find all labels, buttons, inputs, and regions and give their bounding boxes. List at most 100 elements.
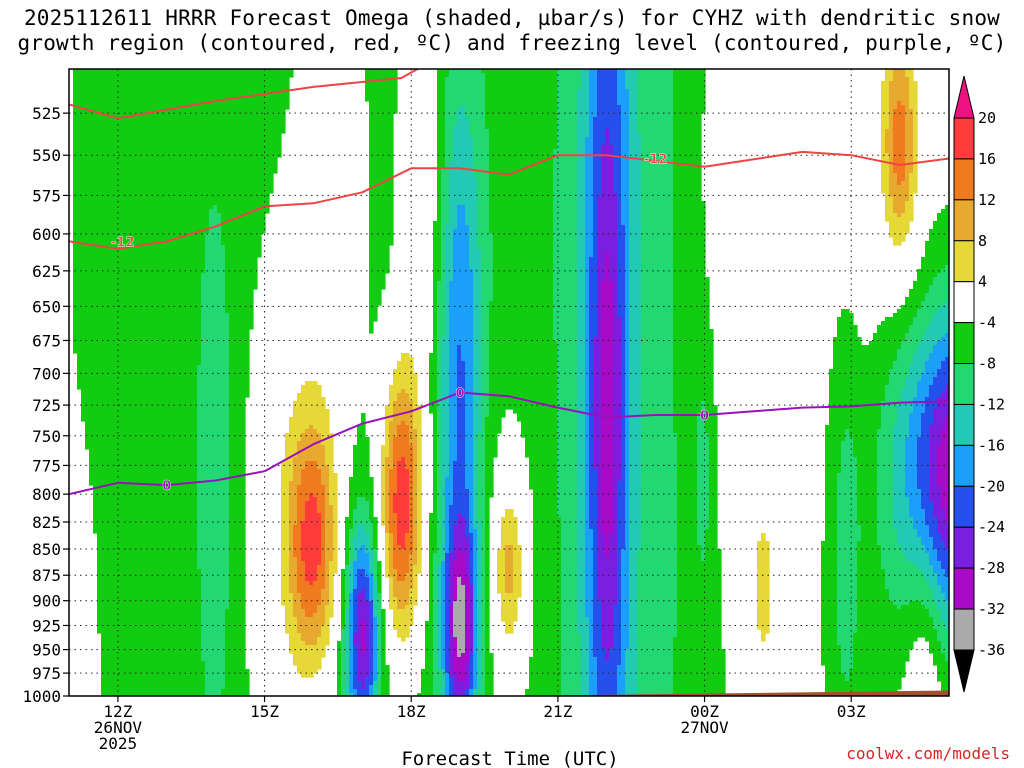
omega-cell	[505, 509, 514, 514]
omega-cell	[933, 225, 949, 230]
omega-cell	[205, 233, 222, 238]
omega-cell	[833, 337, 862, 342]
omega-cell	[593, 605, 602, 610]
omega-cell	[413, 509, 418, 514]
omega-cell	[585, 565, 594, 570]
omega-cell	[577, 421, 586, 426]
omega-cell	[825, 429, 846, 434]
omega-cell	[469, 513, 474, 518]
omega-cell	[449, 281, 474, 286]
omega-cell	[629, 393, 642, 398]
omega-cell	[281, 561, 290, 566]
omega-cell	[593, 465, 602, 470]
omega-cell	[609, 537, 618, 542]
omega-cell	[77, 357, 202, 362]
omega-cell	[305, 501, 318, 506]
omega-cell	[201, 637, 226, 642]
omega-cell	[485, 601, 490, 606]
omega-cell	[889, 221, 910, 226]
omega-cell	[321, 545, 326, 550]
omega-cell	[677, 597, 722, 602]
omega-cell	[349, 529, 358, 534]
omega-cell	[477, 489, 486, 494]
omega-cell	[281, 601, 294, 606]
omega-cell	[597, 285, 602, 290]
omega-cell	[825, 509, 838, 514]
omega-cell	[369, 113, 394, 118]
omega-cell	[885, 193, 890, 198]
omega-cell	[621, 125, 630, 130]
omega-cell	[641, 461, 678, 466]
omega-cell	[585, 553, 594, 558]
omega-cell	[533, 605, 562, 610]
omega-cell	[437, 405, 442, 410]
omega-cell	[757, 553, 770, 558]
omega-cell	[437, 89, 446, 94]
omega-cell	[597, 109, 622, 114]
omega-cell	[601, 325, 614, 330]
omega-cell	[413, 421, 422, 426]
omega-cell	[497, 569, 506, 574]
omega-cell	[409, 597, 418, 602]
omega-cell	[637, 613, 678, 618]
omega-cell	[393, 401, 414, 406]
omega-cell	[493, 281, 554, 286]
omega-cell	[881, 105, 890, 110]
omega-cell	[477, 593, 482, 598]
omega-cell	[477, 597, 482, 602]
omega-cell	[429, 557, 434, 562]
omega-cell	[453, 625, 466, 630]
omega-cell	[601, 405, 614, 410]
omega-cell	[437, 105, 446, 110]
omega-cell	[417, 445, 422, 450]
omega-cell	[433, 613, 438, 618]
omega-cell	[409, 565, 414, 570]
omega-cell	[485, 425, 502, 430]
omega-cell	[605, 553, 610, 558]
omega-cell	[357, 613, 370, 618]
omega-cell	[389, 477, 398, 482]
omega-cell	[73, 289, 202, 294]
omega-cell	[373, 637, 378, 642]
omega-cell	[381, 465, 386, 470]
omega-cell	[445, 113, 458, 118]
omega-cell	[473, 317, 482, 322]
omega-cell	[453, 245, 470, 250]
omega-cell	[481, 417, 486, 422]
omega-cell	[197, 561, 230, 566]
omega-cell	[857, 569, 886, 574]
omega-cell	[601, 365, 614, 370]
omega-cell	[641, 433, 678, 438]
omega-cell	[457, 553, 466, 558]
omega-cell	[709, 441, 718, 446]
omega-cell	[625, 505, 630, 510]
omega-cell	[585, 349, 590, 354]
omega-cell	[441, 517, 446, 522]
omega-cell	[225, 249, 262, 254]
omega-cell	[593, 241, 598, 246]
omega-cell	[285, 433, 302, 438]
omega-cell	[229, 525, 246, 530]
omega-cell	[909, 89, 918, 94]
omega-cell	[833, 341, 862, 346]
omega-cell	[909, 425, 922, 430]
omega-cell	[837, 325, 858, 330]
omega-cell	[705, 553, 722, 558]
omega-cell	[893, 461, 906, 466]
omega-cell	[445, 577, 450, 582]
omega-cell	[437, 413, 442, 418]
omega-cell	[617, 553, 622, 558]
omega-cell	[369, 501, 374, 506]
omega-cell	[289, 541, 294, 546]
omega-cell	[329, 497, 338, 502]
omega-cell	[377, 617, 382, 622]
omega-cell	[73, 305, 202, 310]
omega-cell	[485, 505, 490, 510]
omega-cell	[321, 473, 330, 478]
omega-cell	[481, 341, 490, 346]
omega-cell	[617, 489, 626, 494]
omega-cell	[613, 149, 622, 154]
omega-cell	[577, 405, 586, 410]
omega-cell	[597, 577, 618, 582]
omega-cell	[593, 197, 598, 202]
